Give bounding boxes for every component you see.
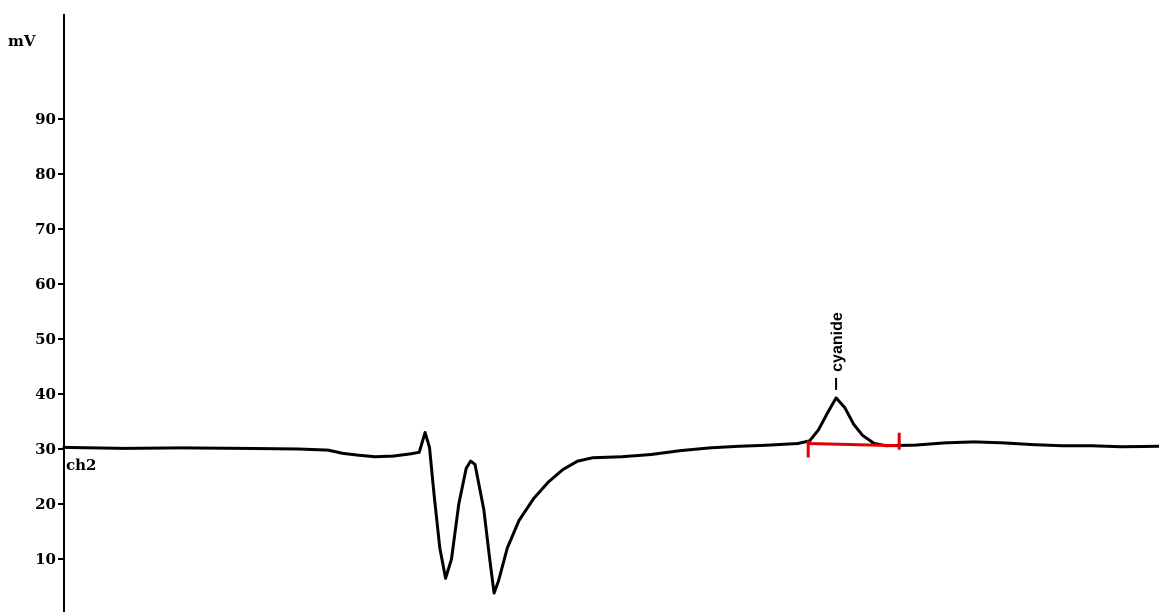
- y-tick-label-10: 10: [35, 550, 56, 568]
- y-tick-label-80: 80: [35, 165, 56, 183]
- y-tick-label-20: 20: [35, 495, 56, 513]
- y-tick-label-50: 50: [35, 330, 56, 348]
- trace-line-ch2: [62, 396, 1159, 595]
- channel-label: ch2: [66, 456, 96, 474]
- y-tick-label-40: 40: [35, 385, 56, 403]
- peak-annotation-layer: cyanide: [806, 312, 901, 458]
- y-axis-ticks: 90 80 70 60 50 40 30 20 10: [35, 110, 64, 568]
- y-axis-unit-label: mV: [8, 32, 36, 50]
- y-tick-label-70: 70: [35, 220, 56, 238]
- y-tick-label-60: 60: [35, 275, 56, 293]
- y-tick-label-90: 90: [35, 110, 56, 128]
- integration-baseline: [808, 442, 900, 448]
- trace-layer: [62, 396, 1159, 595]
- peak-label: cyanide: [829, 312, 846, 372]
- y-tick-label-30: 30: [35, 440, 56, 458]
